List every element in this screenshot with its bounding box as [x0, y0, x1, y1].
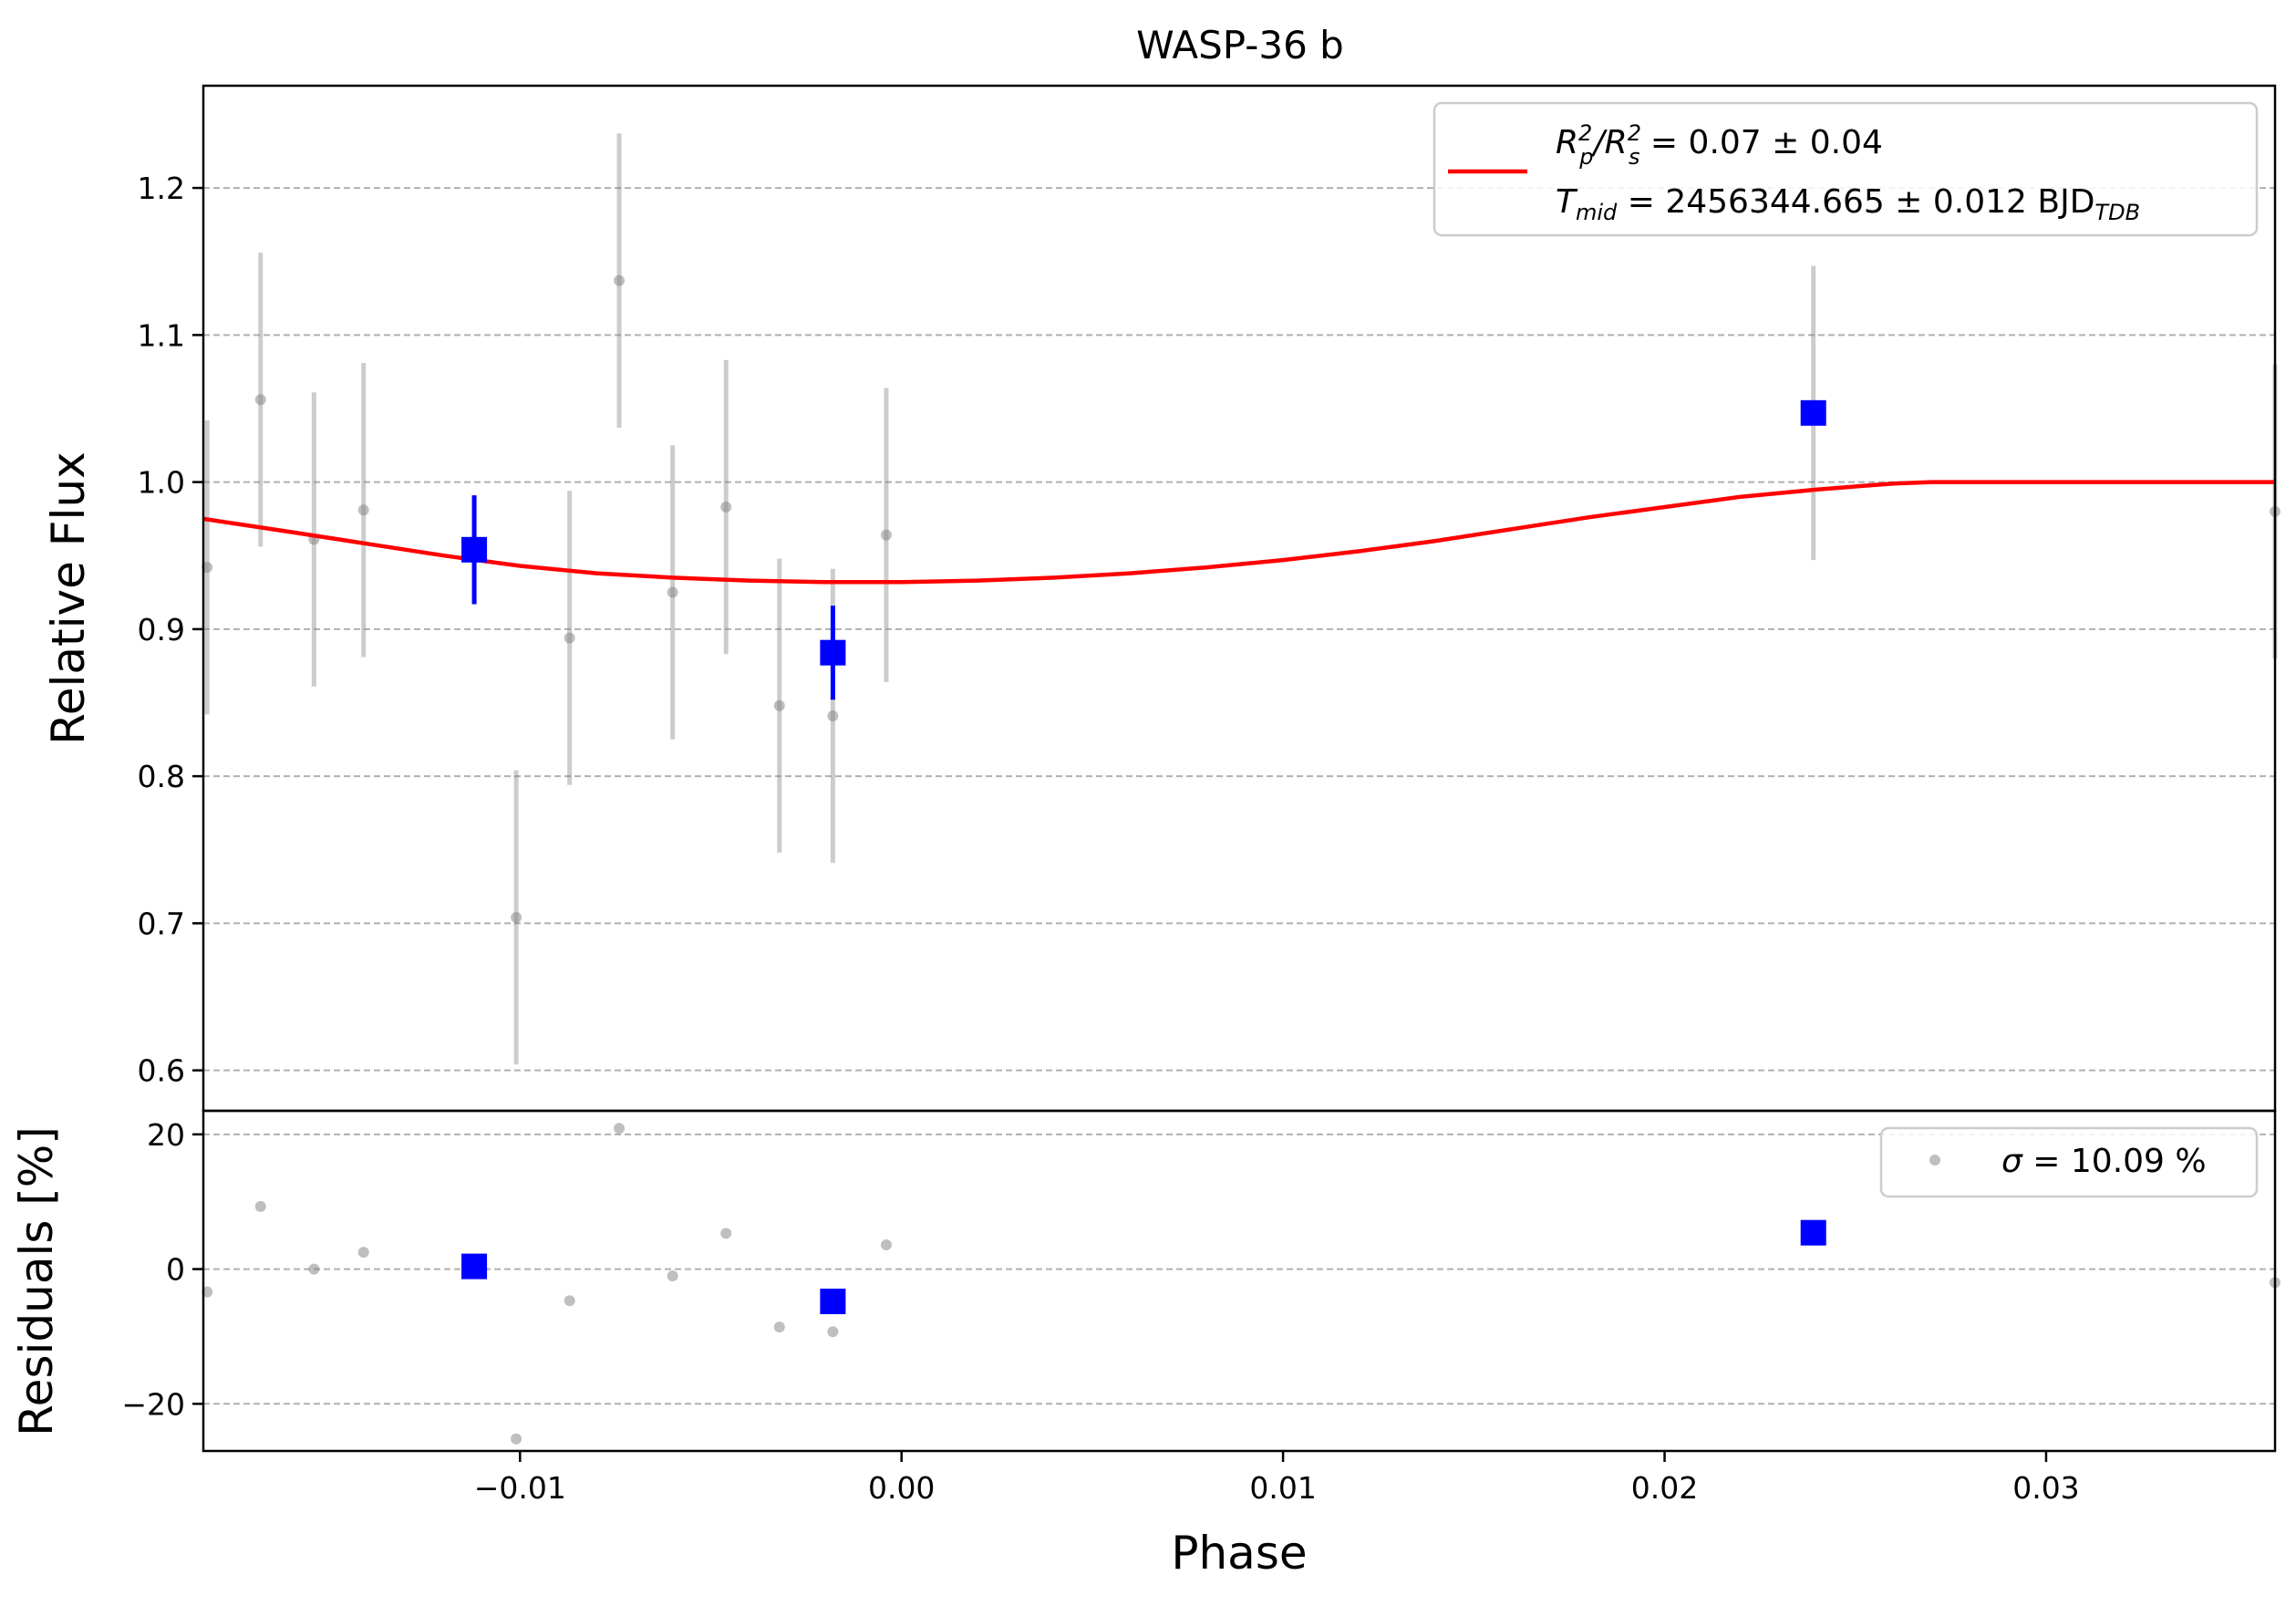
binned-data-point [1800, 399, 1826, 426]
residual-y-tick-label: −20 [121, 1386, 185, 1422]
residual-raw-point [254, 1200, 266, 1212]
main-y-axis: 0.6 0.7 0.8 0.9 1.0 1.1 1.2 [138, 171, 203, 1089]
residual-binned-point [1800, 1219, 1826, 1246]
residual-y-tick-label: 0 [166, 1252, 185, 1288]
legend-radius-ratio-text: R2 p/R2 s = 0.07 ± 0.04 [1556, 120, 1883, 170]
main-y-tick-label: 0.7 [138, 906, 185, 941]
main-legend-box [1432, 101, 2259, 237]
raw-data-point [357, 504, 369, 516]
binned-data-point [820, 639, 846, 666]
residual-raw-point [773, 1321, 785, 1333]
main-y-tick-label: 0.6 [138, 1053, 185, 1089]
residual-raw-point [720, 1228, 732, 1239]
raw-data-point [773, 699, 785, 711]
residual-raw-point [511, 1433, 522, 1445]
main-y-tick-label: 1.0 [138, 465, 185, 501]
x-tick-label: 0.00 [868, 1470, 935, 1506]
x-tick-label: −0.01 [474, 1470, 566, 1506]
residual-legend-box [1879, 1126, 2259, 1198]
x-axis: −0.01 0.00 0.01 0.02 0.03 [474, 1451, 2080, 1506]
main-y-tick-label: 0.9 [138, 612, 185, 648]
residual-raw-point [614, 1123, 626, 1135]
raw-data-point [254, 394, 266, 406]
x-tick-label: 0.01 [1249, 1470, 1316, 1506]
legend-residual-marker [1929, 1155, 1940, 1166]
raw-data-point [720, 502, 732, 513]
transit-model-line [202, 480, 2275, 585]
raw-data-point [564, 632, 575, 644]
raw-data-point [827, 710, 839, 722]
residual-raw-point [357, 1247, 369, 1259]
main-legend: R2 p/R2 s = 0.07 ± 0.04 Tmid = 2456344.665… [1432, 101, 2259, 237]
residual-legend: σ = 10.09 % [1879, 1126, 2259, 1198]
residual-binned-point [820, 1289, 846, 1315]
main-plot-area [202, 133, 2280, 1065]
main-y-tick-label: 0.8 [138, 759, 185, 794]
raw-data-point [880, 529, 892, 541]
legend-sigma-text: σ = 10.09 % [2001, 1143, 2207, 1180]
residual-y-axis-label: Residuals [%] [10, 1126, 63, 1436]
residual-axes-frame [202, 1109, 2277, 1453]
raw-data-point [667, 586, 678, 598]
legend-tmid-text: Tmid = 2456344.665 ± 0.012 BJDTDB [1556, 183, 2140, 225]
main-y-tick-label: 1.2 [138, 171, 185, 206]
raw-data-point [614, 275, 626, 286]
chart-title: WASP-36 b [1136, 23, 1344, 67]
main-y-axis-label: Relative Flux [42, 451, 95, 744]
residual-raw-point [880, 1238, 892, 1250]
x-axis-label: Phase [1171, 1527, 1307, 1580]
residual-raw-point [308, 1263, 320, 1275]
residual-y-tick-label: 20 [147, 1117, 185, 1153]
residual-raw-point [564, 1295, 575, 1307]
residual-raw-point [827, 1326, 839, 1338]
residual-plot-area [202, 1123, 2280, 1445]
main-y-tick-label: 1.1 [138, 317, 185, 353]
residual-binned-point [461, 1253, 488, 1280]
x-tick-label: 0.02 [1631, 1470, 1698, 1506]
main-gridlines [203, 187, 2275, 1072]
x-tick-label: 0.03 [2012, 1470, 2079, 1506]
binned-data-point [461, 536, 488, 563]
raw-data-point [511, 911, 522, 923]
residual-raw-point [667, 1269, 678, 1281]
residual-y-axis: −20 0 20 [121, 1117, 203, 1422]
